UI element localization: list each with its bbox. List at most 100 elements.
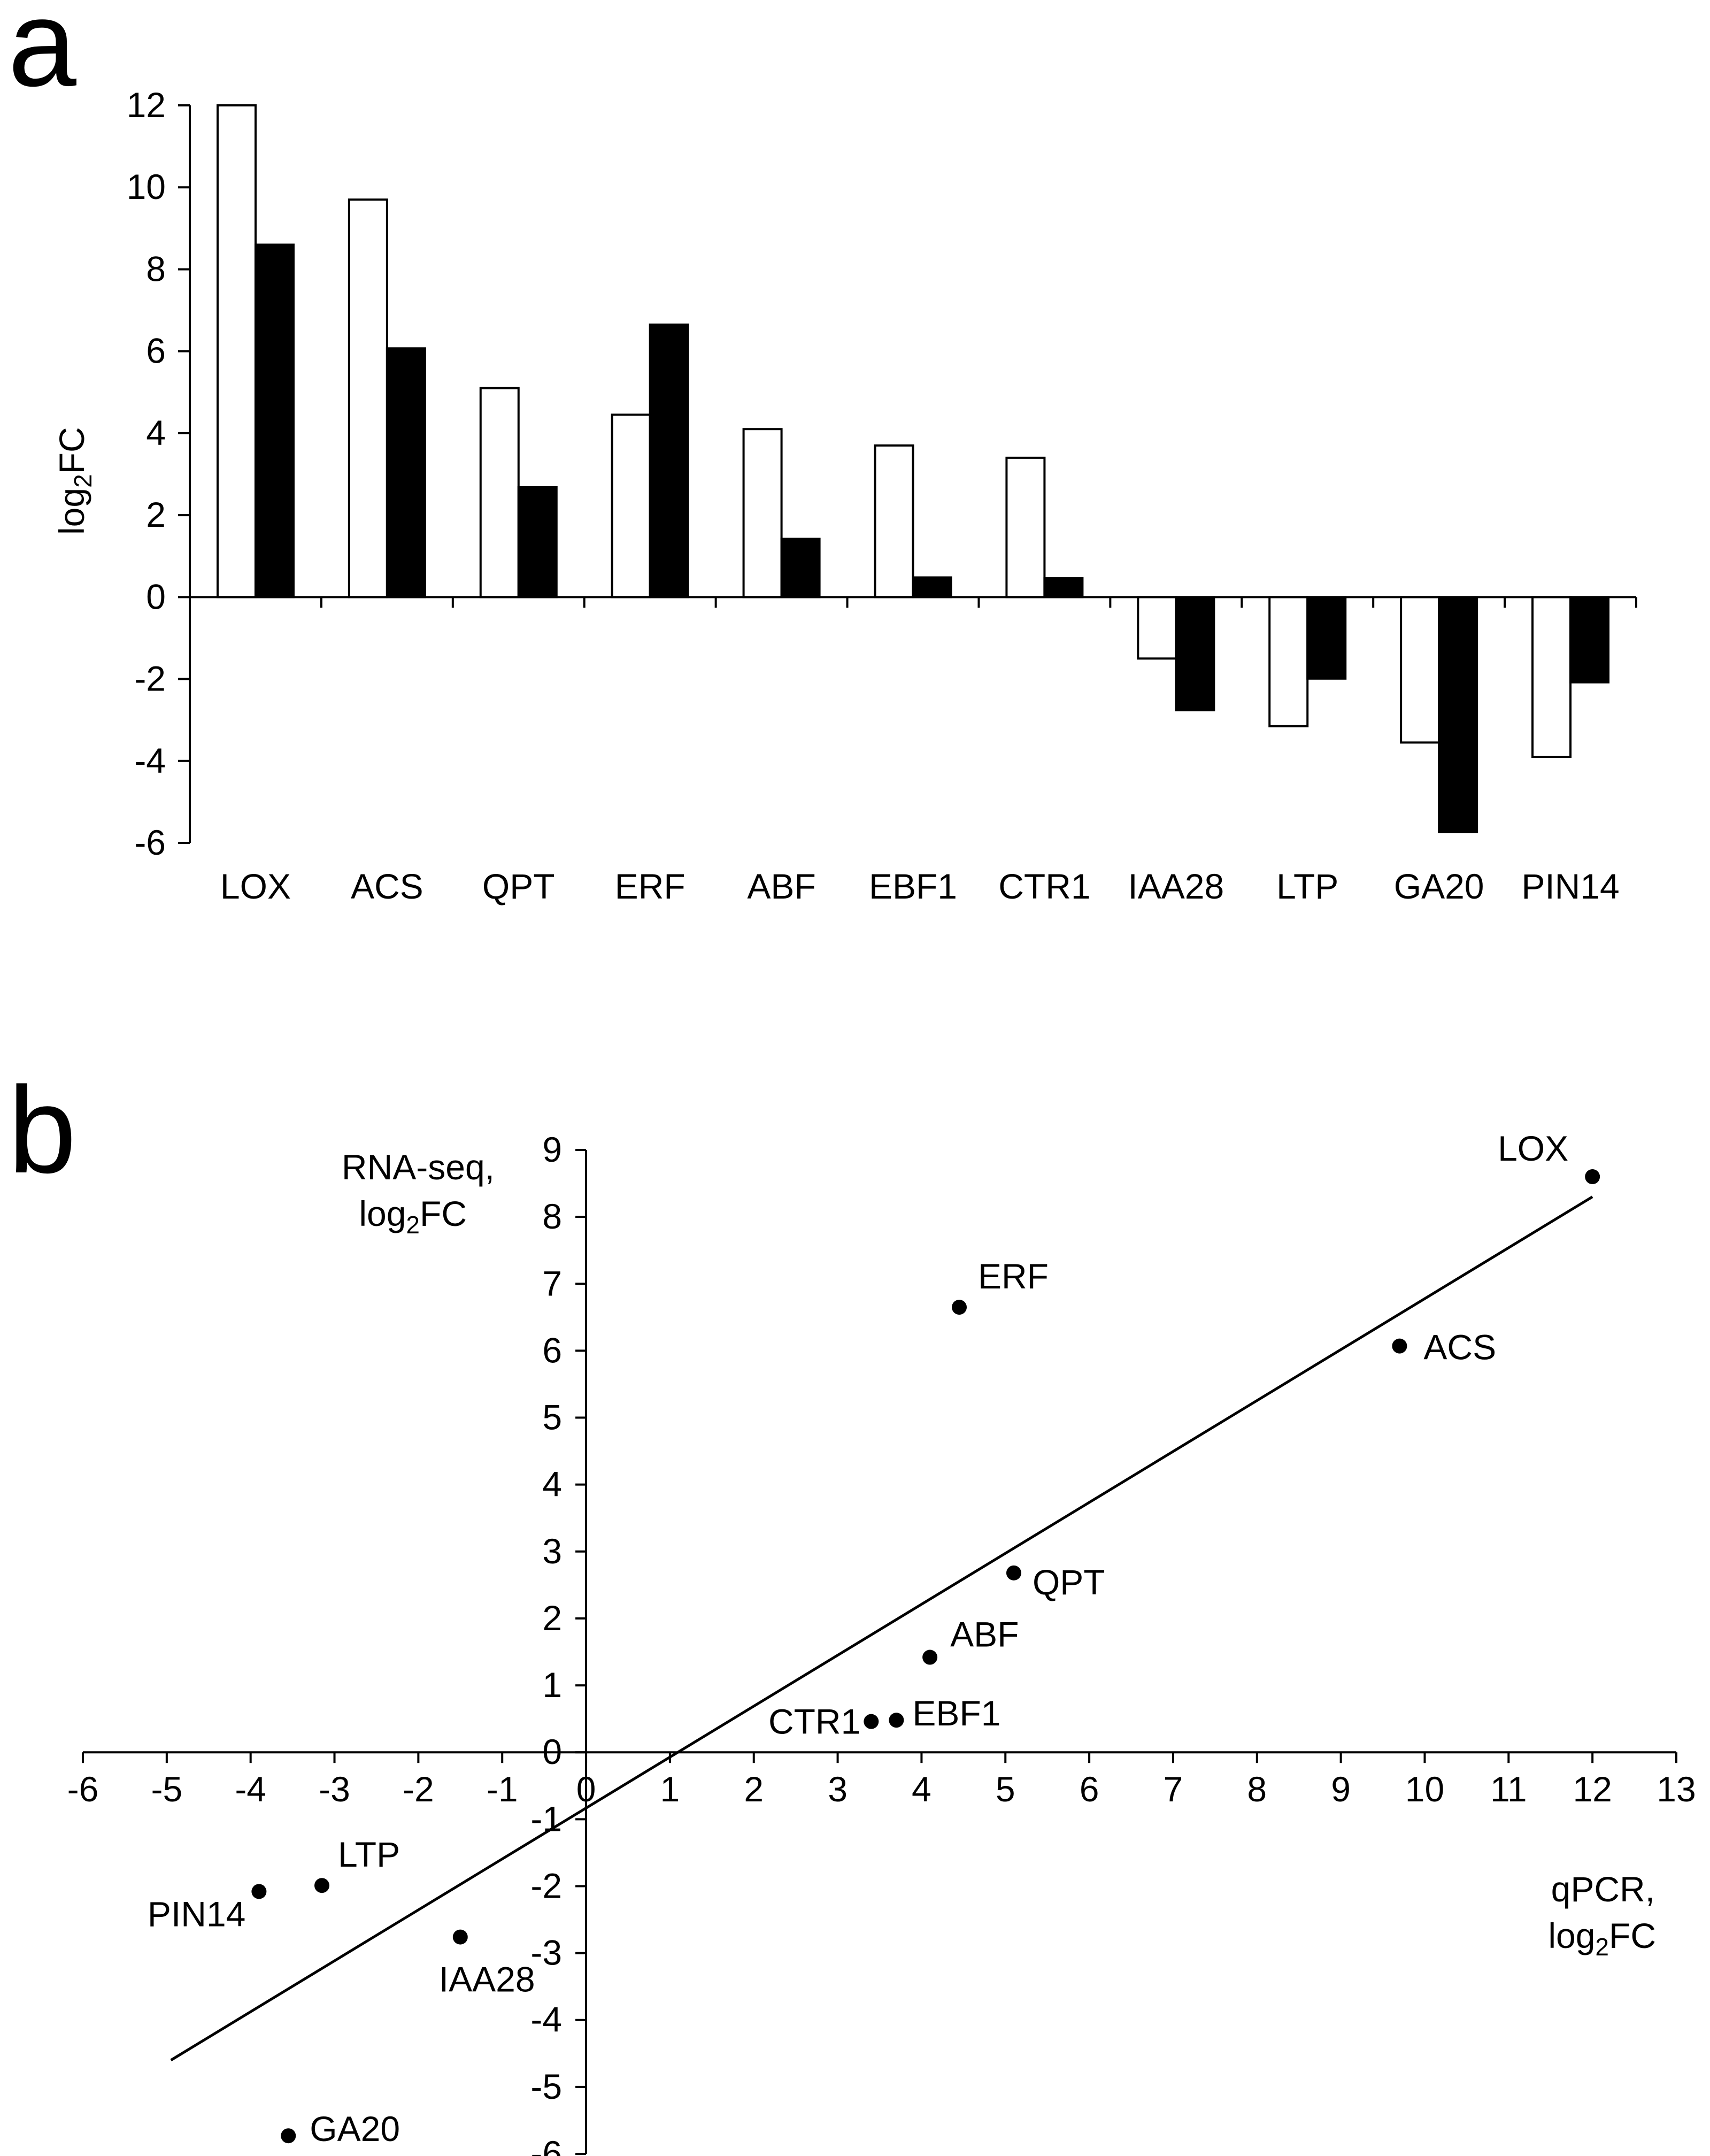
y-tick-label-b: -1 [530, 1799, 562, 1838]
x-tick-label-b: -3 [319, 1769, 350, 1809]
x-tick-label-lox: LOX [220, 866, 291, 906]
axes-b: -6 -5 -4 -3 -2 -1 0 1 2 3 4 5 6 7 8 9 10 11 12 139876543210… [67, 1130, 1696, 2156]
x-tick-label-b: 1 [660, 1769, 680, 1809]
point-label-qpt: QPT [1033, 1562, 1105, 1602]
point-label-ltp: LTP [338, 1835, 400, 1874]
panel-label-a: a [8, 0, 76, 112]
x-tick-label-ctr1: CTR1 [998, 866, 1090, 906]
x-tick-label-qpt: QPT [482, 866, 555, 906]
x-tick-label-b: 8 [1247, 1769, 1267, 1809]
y-tick-label-b: 9 [542, 1130, 562, 1169]
y-tick-label-b: -3 [530, 1933, 562, 1973]
point-abf [922, 1649, 938, 1665]
y-tick-label-a: 10 [127, 167, 166, 206]
y-axis-title-b-rest: FC [420, 1194, 467, 1233]
bar-qpcr-abf [742, 428, 783, 599]
point-label-pin14: PIN14 [148, 1894, 245, 1934]
point-ctr1 [864, 1714, 879, 1729]
x-tick-label-b: 10 [1405, 1769, 1444, 1809]
y-tick-label-a: 12 [127, 85, 166, 125]
point-pin14 [251, 1884, 267, 1899]
y-tick-label-b: 8 [542, 1196, 562, 1236]
x-tick-label-b: 11 [1490, 1769, 1527, 1809]
scatter-chart-b: -6 -5 -4 -3 -2 -1 0 1 2 3 4 5 6 7 8 9 10 11 12 139876543210… [67, 1129, 1696, 2156]
x-tick-label-b: -5 [151, 1769, 182, 1809]
x-tick-label-b: 6 [1080, 1769, 1099, 1809]
y-tick-label-b: 5 [542, 1398, 562, 1437]
x-tick-label-b: -4 [235, 1769, 266, 1809]
y-tick-label-a: 4 [146, 413, 166, 452]
x-tick-label-ltp: LTP [1276, 866, 1338, 906]
point-iaa28 [452, 1929, 468, 1945]
x-axis-title-b-line1: qPCR, [1551, 1869, 1655, 1909]
x-axis-title-b-base: log [1548, 1916, 1595, 1955]
x-tick-label-b: -6 [67, 1769, 99, 1809]
bar-qpcr-ltp [1268, 596, 1309, 727]
x-tick-label-acs: ACS [351, 866, 423, 906]
bar-rna-seq-lox [254, 243, 295, 599]
bar-qpcr-erf [611, 413, 651, 599]
y-tick-label-b: 1 [542, 1665, 562, 1705]
bar-rna-seq-iaa28 [1175, 596, 1215, 711]
trendline-group [170, 1195, 1593, 2061]
x-axis-title-b-sub: 2 [1595, 1933, 1609, 1961]
point-label-iaa28: IAA28 [439, 1960, 535, 1999]
bar-qpcr-qpt [479, 387, 520, 599]
panel-label-b: b [8, 1061, 76, 1199]
point-acs [1392, 1338, 1407, 1354]
y-tick-label-a: 2 [146, 495, 166, 534]
x-tick-label-b: -2 [403, 1769, 434, 1809]
x-tick-label-b: 9 [1331, 1769, 1351, 1809]
bar-qpcr-ebf1 [874, 444, 914, 599]
point-label-ebf1: EBF1 [912, 1693, 1000, 1733]
y-axis-title-a-rest: FC [52, 427, 91, 474]
y-tick-label-a: -4 [134, 741, 166, 780]
y-axis-title-b-line1: RNA-seq, [342, 1147, 495, 1187]
point-ga20 [281, 2128, 296, 2144]
x-tick-label-ga20: GA20 [1394, 866, 1484, 906]
y-tick-label-a: -6 [134, 823, 166, 862]
y-axis-title-a-sub: 2 [69, 474, 97, 488]
x-tick-label-iaa28: IAA28 [1128, 866, 1224, 906]
y-tick-label-a: 6 [146, 331, 166, 371]
x-tick-label-b: 7 [1164, 1769, 1183, 1809]
x-tick-label-b: 0 [576, 1769, 596, 1809]
bar-rna-seq-qpt [517, 486, 558, 599]
y-tick-label-b: 3 [542, 1531, 562, 1571]
x-tick-label-b: -1 [487, 1769, 518, 1809]
point-label-ga20: GA20 [310, 2109, 400, 2149]
x-tick-label-pin14: PIN14 [1521, 866, 1619, 906]
y-tick-label-b: 4 [542, 1464, 562, 1504]
bar-rna-seq-ltp [1306, 596, 1347, 680]
y-axis-title-b-base: log [359, 1194, 406, 1233]
point-label-lox: LOX [1498, 1129, 1568, 1168]
bar-qpcr-acs [348, 198, 388, 599]
x-tick-label-b: 12 [1573, 1769, 1612, 1809]
y-tick-label-b: 7 [542, 1263, 562, 1303]
bar-group [216, 104, 1610, 833]
bar-rna-seq-pin14 [1569, 596, 1610, 684]
y-tick-label-b: -4 [530, 2000, 562, 2039]
point-label-ctr1: CTR1 [768, 1702, 860, 1741]
x-tick-label-b: 3 [828, 1769, 848, 1809]
bar-qpcr-iaa28 [1137, 596, 1177, 660]
y-axis-title-b-sub: 2 [406, 1211, 420, 1239]
y-tick-label-b: -5 [530, 2067, 562, 2106]
x-tick-label-b: 2 [744, 1769, 764, 1809]
bar-qpcr-pin14 [1531, 596, 1572, 758]
bar-rna-seq-abf [780, 538, 821, 599]
bar-rna-seq-ctr1 [1043, 577, 1084, 599]
y-tick-label-b: -2 [530, 1866, 562, 1905]
point-erf [952, 1300, 967, 1315]
point-ebf1 [889, 1713, 904, 1728]
y-tick-label-a: 8 [146, 249, 166, 288]
bar-qpcr-lox [216, 104, 257, 599]
y-axis-title-a-base: log [52, 488, 91, 535]
y-axis-title-a: log2FC [52, 427, 97, 535]
y-tick-label-a: -2 [134, 659, 166, 699]
bar-rna-seq-ga20 [1438, 596, 1478, 833]
point-label-acs: ACS [1423, 1328, 1496, 1367]
point-ltp [314, 1878, 329, 1893]
point-label-erf: ERF [978, 1256, 1049, 1296]
